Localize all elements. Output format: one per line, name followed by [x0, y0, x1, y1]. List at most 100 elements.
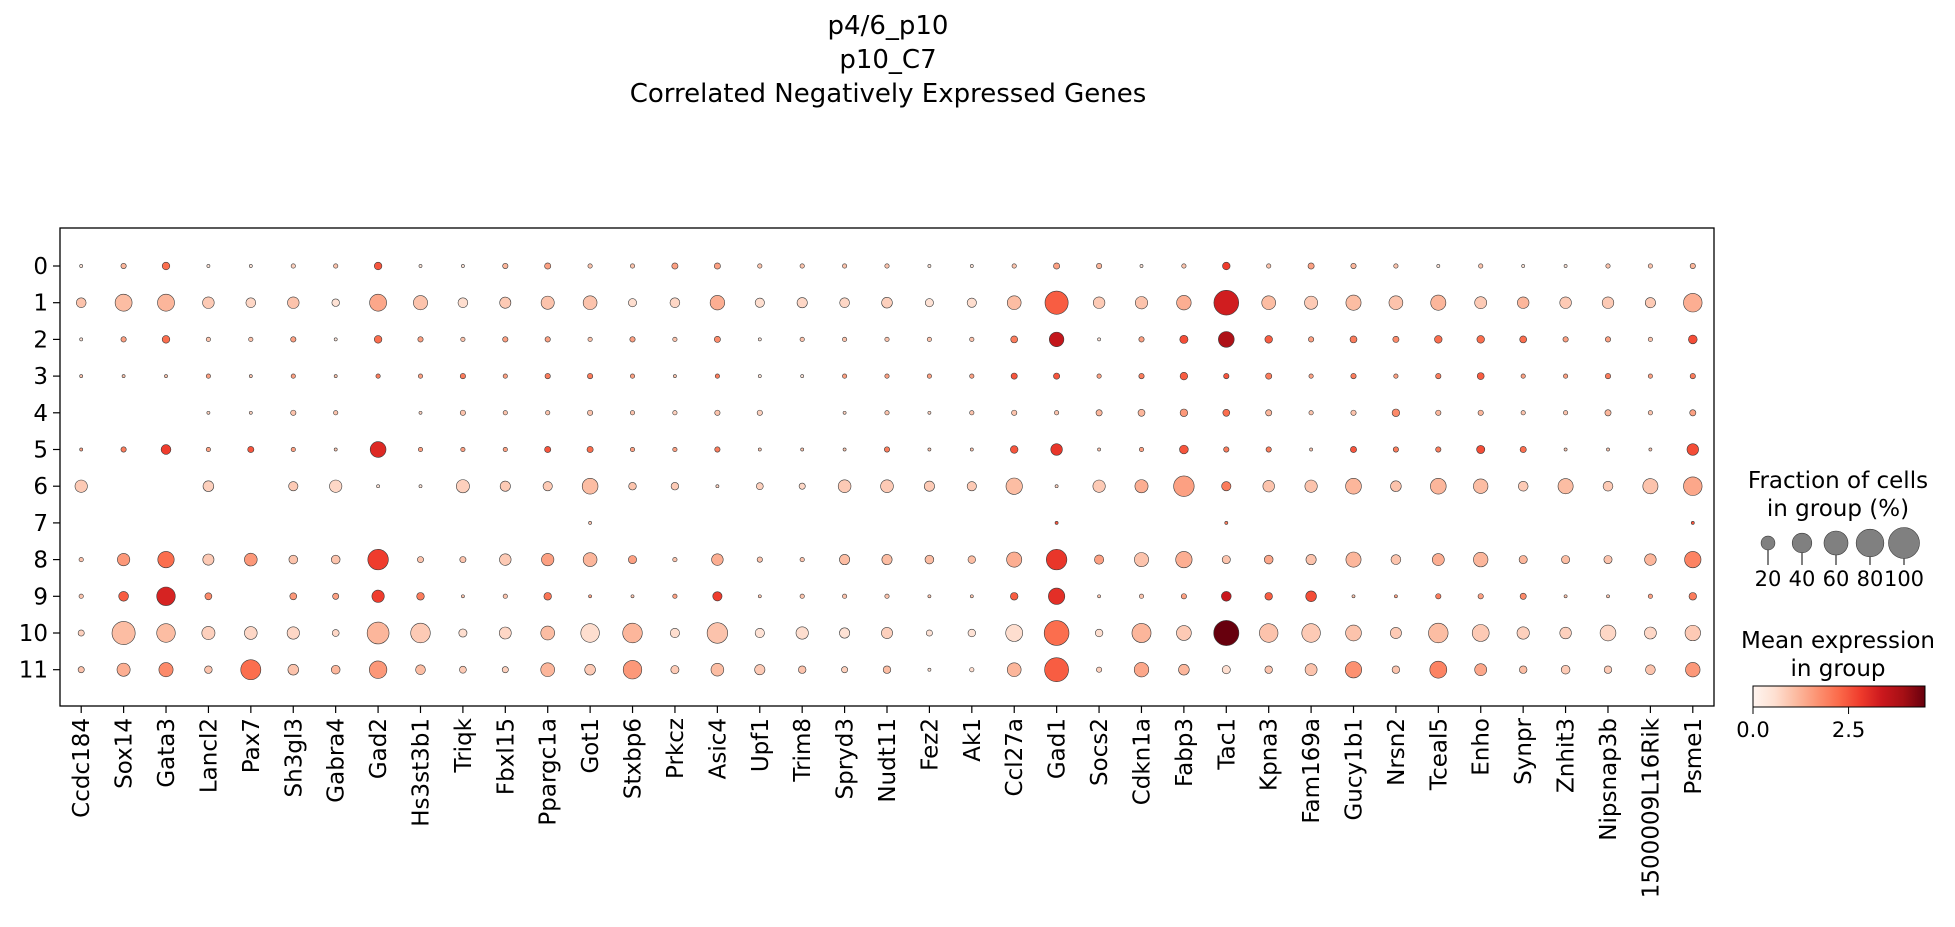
dot-8-Gad2: [367, 549, 389, 571]
dot-1-Pax7: [245, 297, 257, 308]
dot-3-Nrsn2: [1393, 373, 1399, 379]
dot-1-Fam169a: [1304, 295, 1318, 310]
dot-3-Nudt11: [884, 373, 890, 379]
dot-11-Ccdc184: [77, 666, 85, 674]
dot-0-Spryd3: [842, 263, 848, 269]
dot-5-Gucy1b1: [1350, 446, 1357, 453]
dot-9-Gucy1b1: [1351, 594, 1356, 599]
dot-2-Trim8: [799, 336, 805, 342]
dot-3-Fabp3: [1179, 372, 1188, 381]
dot-9-Spryd3: [842, 593, 848, 599]
dot-5-Fbxl15: [502, 447, 508, 452]
dot-11-Gabra4: [331, 665, 341, 675]
dot-2-Tceal5: [1434, 335, 1443, 344]
dot-10-Synpr: [1516, 626, 1530, 640]
dot-4-Stxbp6: [630, 410, 635, 416]
dot-10-Fez2: [926, 629, 933, 637]
dot-9-Synpr: [1519, 592, 1527, 600]
dot-9-Got1: [588, 594, 592, 599]
dot-10-Gad2: [366, 621, 390, 645]
dot-1-Tac1: [1213, 290, 1240, 316]
dot-0-Tac1: [1222, 261, 1231, 271]
dot-3-Cdkn1a: [1138, 373, 1145, 380]
dot-6-Psme1: [1683, 476, 1703, 496]
dot-4-Tac1: [1222, 409, 1231, 417]
dot-0-Ppargc1a: [544, 262, 552, 270]
dot-3-Got1: [587, 373, 594, 380]
dot-11-Enho: [1474, 663, 1487, 677]
dot-4-1500009L16Rik: [1647, 410, 1653, 416]
dot-2-Znhit3: [1562, 336, 1569, 343]
dot-6-Ccl27a: [1005, 477, 1023, 495]
dot-2-Spryd3: [842, 336, 848, 342]
dot-9-Gad1: [1048, 587, 1066, 605]
dot-5-Nipsnap3b: [1606, 447, 1610, 452]
dot-5-Stxbp6: [630, 447, 635, 452]
gene-label-Tac1: Tac1: [1214, 718, 1240, 771]
dot-10-Socs2: [1094, 628, 1104, 638]
dot-0-Prkcz: [671, 262, 679, 270]
dot-3-Upf1: [757, 374, 762, 378]
dot-2-Synpr: [1519, 335, 1527, 344]
dot-5-Fabp3: [1179, 444, 1189, 455]
gene-label-Pax7: Pax7: [239, 718, 265, 773]
dot-0-Pax7: [248, 264, 253, 268]
dot-0-Psme1: [1689, 263, 1696, 269]
dot-10-Gucy1b1: [1345, 624, 1362, 642]
size-legend-title-1: Fraction of cells: [1748, 468, 1928, 494]
dot-2-Ccdc184: [79, 337, 84, 342]
dot-3-Pax7: [248, 374, 253, 378]
dot-11-Nrsn2: [1391, 665, 1400, 674]
dot-8-Znhit3: [1561, 555, 1570, 564]
gene-label-Gabra4: Gabra4: [324, 718, 350, 803]
dot-2-Gata3: [161, 335, 171, 344]
dot-9-Trim8: [799, 593, 805, 599]
dot-11-Gata3: [158, 662, 174, 678]
dot-9-Socs2: [1097, 594, 1101, 599]
dot-6-Gabra4: [329, 479, 343, 493]
dot-5-Kpna3: [1265, 446, 1272, 453]
dot-6-Synpr: [1517, 481, 1529, 492]
size-legend-dot-20: [1760, 535, 1776, 551]
dot-5-Upf1: [757, 447, 762, 452]
dot-10-Lancl2: [201, 626, 216, 640]
dot-4-Fbxl15: [502, 410, 508, 416]
dot-8-Ccdc184: [78, 557, 84, 563]
dot-10-Psme1: [1684, 624, 1701, 642]
dot-6-Sh3gl3: [288, 481, 299, 492]
dot-6-Nipsnap3b: [1602, 481, 1614, 492]
dot-11-Synpr: [1519, 665, 1528, 674]
dot-6-Ppargc1a: [542, 481, 553, 492]
dot-5-Fez2: [927, 447, 932, 452]
dot-3-Gucy1b1: [1350, 373, 1357, 380]
group-label-4: 4: [33, 401, 48, 427]
dot-2-Got1: [587, 336, 593, 342]
dot-9-Enho: [1477, 593, 1484, 600]
dot-5-Lancl2: [205, 447, 211, 452]
dot-1-Ccdc184: [75, 297, 87, 308]
dot-9-Tac1: [1221, 591, 1232, 602]
dot-6-Znhit3: [1557, 478, 1574, 495]
dot-6-Cdkn1a: [1134, 479, 1149, 494]
colorbar-ticks: 0.0 2.5: [1736, 707, 1865, 742]
dot-9-Fam169a: [1305, 590, 1317, 602]
group-label-1: 1: [33, 291, 48, 317]
dot-1-Synpr: [1517, 296, 1530, 309]
dot-2-Stxbp6: [629, 336, 636, 343]
dot-0-Gad2: [374, 261, 383, 271]
dot-8-Prkcz: [672, 557, 678, 563]
dot-10-Nipsnap3b: [1599, 624, 1617, 642]
dot-9-Gabra4: [332, 592, 340, 600]
group-label-11: 11: [19, 658, 48, 684]
dot-8-Ak1: [967, 555, 976, 564]
dot-11-Spryd3: [841, 666, 848, 674]
dot-8-Nipsnap3b: [1603, 555, 1613, 564]
dot-2-Nrsn2: [1392, 335, 1400, 343]
dot-3-Asic4: [714, 373, 720, 379]
dot-2-Gad1: [1049, 331, 1065, 347]
dot-5-Prkcz: [672, 447, 678, 452]
dot-1-Trim8: [796, 297, 808, 309]
dot-0-Sh3gl3: [290, 263, 296, 269]
dot-3-Stxbp6: [630, 373, 635, 379]
dot-2-Sh3gl3: [290, 336, 297, 343]
